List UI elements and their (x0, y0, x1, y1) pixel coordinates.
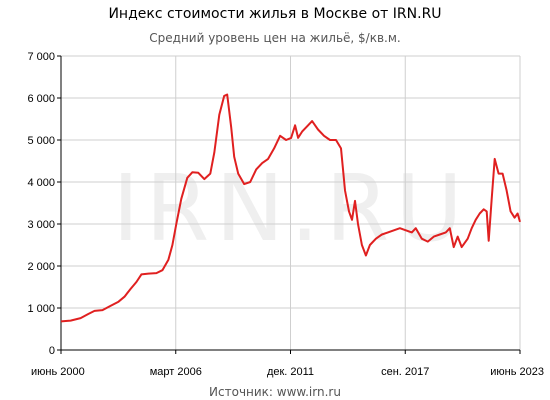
watermark-text: IRN.RU (112, 155, 468, 262)
chart-source: Источник: www.irn.ru (209, 385, 341, 399)
y-tick-label: 6 000 (27, 93, 55, 105)
y-tick-label: 2 000 (27, 261, 55, 273)
chart-title: Индекс стоимости жилья в Москве от IRN.R… (108, 6, 441, 22)
plot-area: IRN.RU 0 1 000 2 000 3 000 4 000 5 000 6 000 7 0… (27, 51, 544, 378)
x-tick-label: дек. 2011 (267, 366, 314, 378)
y-tick-label: 1 000 (27, 303, 55, 315)
series-line (60, 93, 521, 323)
y-tick-label: 0 (49, 345, 55, 357)
chart-subtitle: Средний уровень цен на жильё, $/кв.м. (149, 31, 400, 45)
x-tick-label: март 2006 (150, 366, 202, 378)
y-tick-label: 5 000 (27, 135, 55, 147)
x-tick-label: июнь 2023 (490, 366, 544, 378)
x-tick-label: июнь 2000 (31, 366, 85, 378)
x-tick-label: сен. 2017 (381, 366, 429, 378)
y-tick-label: 7 000 (27, 51, 55, 63)
y-tick-label: 4 000 (27, 177, 55, 189)
y-tick-label: 3 000 (27, 219, 55, 231)
